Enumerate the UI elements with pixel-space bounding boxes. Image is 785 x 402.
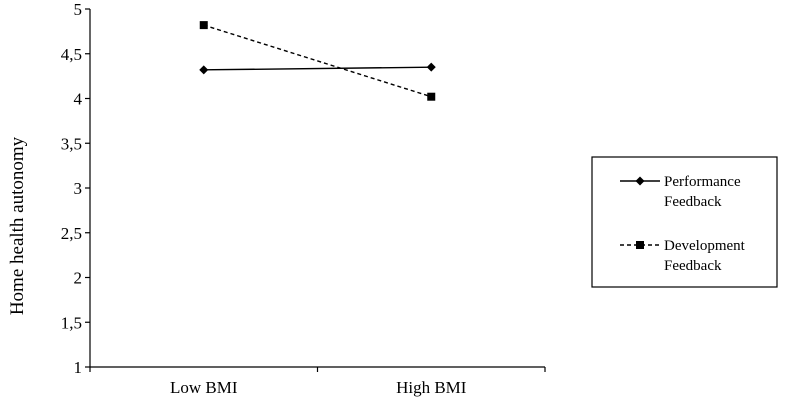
data-point-diamond <box>426 62 436 72</box>
x-tick-label: High BMI <box>396 378 467 397</box>
legend-label: Performance <box>664 174 741 190</box>
series-line <box>203 24 432 98</box>
legend-label: Development <box>664 238 746 254</box>
series-group <box>199 21 436 101</box>
y-axis-label: Home health autonomy <box>7 136 28 315</box>
data-point-diamond <box>199 65 209 75</box>
data-point-square <box>427 92 436 101</box>
x-tick-label: Low BMI <box>170 378 238 397</box>
y-tick-label: 1,5 <box>61 313 82 332</box>
data-point-square <box>199 21 208 30</box>
x-axis-ticks: Low BMI High BMI <box>89 367 546 397</box>
y-tick-label: 4 <box>74 90 83 109</box>
legend: Performance Feedback Development Feedback <box>591 156 778 288</box>
y-tick-label: 2,5 <box>61 224 82 243</box>
legend-label: Feedback <box>664 194 722 210</box>
y-tick-label: 2 <box>74 269 83 288</box>
axes <box>89 9 545 368</box>
series-square <box>199 21 436 101</box>
series-line <box>203 66 432 71</box>
y-tick-label: 3 <box>74 179 83 198</box>
legend-label: Feedback <box>664 258 722 274</box>
y-axis-ticks: 1 1,5 2 2,5 3 3,5 4 4,5 5 <box>61 0 90 377</box>
y-tick-label: 5 <box>74 0 83 19</box>
series-diamond <box>199 62 436 75</box>
legend-box <box>591 156 778 288</box>
y-tick-label: 3,5 <box>61 134 82 153</box>
legend-marker-diamond <box>635 176 645 186</box>
y-tick-label: 1 <box>74 358 83 377</box>
y-tick-label: 4,5 <box>61 45 82 64</box>
legend-marker-square <box>636 241 644 249</box>
